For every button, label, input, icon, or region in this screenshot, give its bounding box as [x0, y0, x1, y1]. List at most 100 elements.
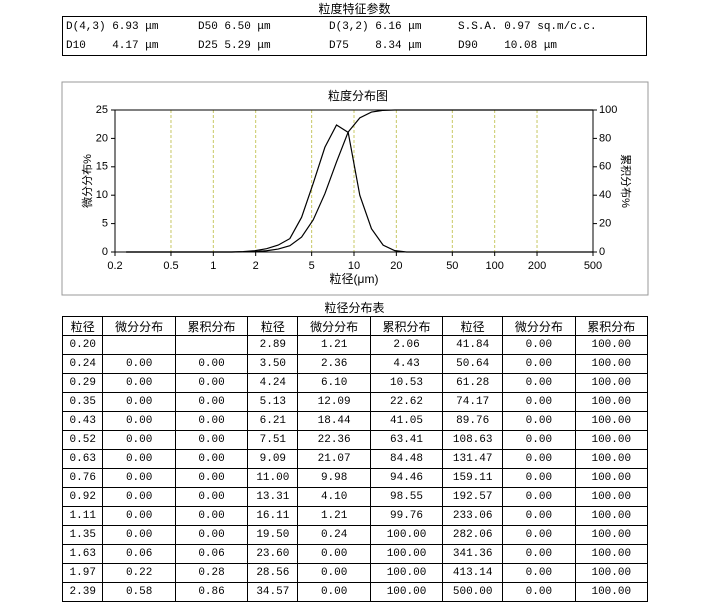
params-title: 粒度特征参数	[318, 2, 391, 16]
table-row: 0.35 0.00 0.00 5.13 12.09 22.62 74.17 0.00 100.0…	[61, 392, 649, 412]
table-row: 1.63 0.06 0.06 23.60 0.00 100.00 341.36 0.00 100…	[61, 544, 649, 564]
table-cell: 0.00	[502, 563, 576, 583]
table-cell: 100.00	[574, 506, 649, 526]
y-tick-label: 0	[102, 246, 108, 258]
table-cell: 0.00	[297, 563, 371, 583]
x-tick-label: 5	[309, 260, 315, 272]
table-row: 0.76 0.00 0.00 11.00 9.98 94.46 159.11 0.00 100.…	[61, 468, 649, 488]
table-title: 粒径分布表	[324, 301, 385, 315]
table-cell: 159.11	[442, 468, 504, 488]
table-cell: 9.98	[297, 468, 371, 488]
table-cell: 1.11	[61, 506, 104, 526]
table-cell: 0.00	[174, 411, 249, 431]
column-header: 累积分布	[174, 316, 249, 336]
table-cell: 6.21	[247, 411, 299, 431]
column-header: 微分分布	[297, 316, 371, 336]
x-tick-label: 0.5	[163, 260, 178, 272]
table-cell: 0.06	[102, 544, 176, 564]
table-cell: 0.00	[502, 411, 576, 431]
table-cell: 18.44	[297, 411, 371, 431]
table-cell: 5.13	[247, 392, 299, 412]
table-cell: 22.36	[297, 430, 371, 450]
table-cell: 0.00	[102, 392, 176, 412]
table-cell: 100.00	[574, 544, 649, 564]
table-cell: 0.00	[174, 487, 249, 507]
param: D75 8.34 μm	[329, 40, 422, 52]
table-cell: 84.48	[369, 449, 444, 469]
table-cell: 100.00	[574, 373, 649, 393]
table-cell: 0.00	[174, 525, 249, 545]
table-cell: 0.00	[102, 449, 176, 469]
column-header: 粒径	[61, 316, 104, 336]
table-cell: 100.00	[574, 525, 649, 545]
x-tick-label: 1	[210, 260, 216, 272]
table-cell: 74.17	[442, 392, 504, 412]
header-row: 粒径 微分分布 累积分布 粒径 微分分布 累积分布 粒径 微分分布 累积分布	[61, 316, 649, 336]
table-cell: 16.11	[247, 506, 299, 526]
param: D(4,3) 6.93 μm	[66, 21, 159, 33]
table-cell: 4.24	[247, 373, 299, 393]
distribution-table: 粒径 微分分布 累积分布 粒径 微分分布 累积分布 粒径 微分分布 累积分布 0.20 2.89 1.…	[61, 316, 649, 602]
param: D10 4.17 μm	[66, 40, 159, 52]
y-tick-label: 25	[96, 104, 108, 116]
table-cell: 131.47	[442, 449, 504, 469]
table-cell: 341.36	[442, 544, 504, 564]
table-cell: 0.00	[502, 582, 576, 602]
x-tick-label: 20	[390, 260, 402, 272]
table-cell: 6.10	[297, 373, 371, 393]
table-cell: 0.00	[502, 468, 576, 488]
table-row: 0.29 0.00 0.00 4.24 6.10 10.53 61.28 0.00 100.00	[61, 373, 649, 393]
x-tick-label: 50	[446, 260, 458, 272]
table-cell: 4.10	[297, 487, 371, 507]
table-cell: 100.00	[574, 487, 649, 507]
x-axis-label: 粒径(μm)	[330, 271, 379, 286]
table-cell: 192.57	[442, 487, 504, 507]
table-cell: 34.57	[247, 582, 299, 602]
table-cell: 0.00	[102, 354, 176, 374]
table-cell: 100.00	[574, 430, 649, 450]
table-cell: 0.00	[102, 506, 176, 526]
y2-tick-label: 60	[599, 161, 611, 173]
table-cell: 23.60	[247, 544, 299, 564]
param: D(3,2) 6.16 μm	[329, 21, 422, 33]
y2-tick-label: 100	[599, 104, 617, 116]
table-cell: 100.00	[369, 544, 444, 564]
table-cell	[102, 335, 176, 355]
table-cell: 19.50	[247, 525, 299, 545]
table-cell: 282.06	[442, 525, 504, 545]
x-tick-label: 100	[485, 260, 503, 272]
table-cell: 413.14	[442, 563, 504, 583]
table-cell: 0.00	[502, 354, 576, 374]
x-tick-label: 0.2	[107, 260, 122, 272]
table-cell: 0.00	[502, 392, 576, 412]
table-cell: 0.00	[297, 544, 371, 564]
table-cell: 1.97	[61, 563, 104, 583]
table-cell: 22.62	[369, 392, 444, 412]
table-cell: 0.00	[297, 582, 371, 602]
y2-tick-label: 80	[599, 132, 611, 144]
table-row: 0.43 0.00 0.00 6.21 18.44 41.05 89.76 0.00 100.0…	[61, 411, 649, 431]
table-cell: 21.07	[297, 449, 371, 469]
table-cell: 0.28	[174, 563, 249, 583]
y-tick-label: 5	[102, 218, 108, 230]
y2-tick-label: 20	[599, 218, 611, 230]
table-cell: 100.00	[574, 354, 649, 374]
table-cell: 1.21	[297, 335, 371, 355]
table-cell: 0.00	[502, 373, 576, 393]
table-cell: 41.05	[369, 411, 444, 431]
table-cell: 89.76	[442, 411, 504, 431]
table-cell: 13.31	[247, 487, 299, 507]
table-cell: 0.00	[102, 468, 176, 488]
table-cell: 9.09	[247, 449, 299, 469]
table-row: 0.24 0.00 0.00 3.50 2.36 4.43 50.64 0.00 100.00	[61, 354, 649, 374]
column-header: 粒径	[247, 316, 299, 336]
y2-axis-label: 累积分布%	[619, 154, 632, 208]
table-row: 1.35 0.00 0.00 19.50 0.24 100.00 282.06 0.00 100…	[61, 525, 649, 545]
plot-frame	[114, 109, 594, 253]
table-cell: 28.56	[247, 563, 299, 583]
table-cell: 100.00	[574, 335, 649, 355]
param: S.S.A. 0.97 sq.m/c.c.	[458, 21, 597, 33]
table-cell: 2.89	[247, 335, 299, 355]
table-cell: 100.00	[574, 449, 649, 469]
